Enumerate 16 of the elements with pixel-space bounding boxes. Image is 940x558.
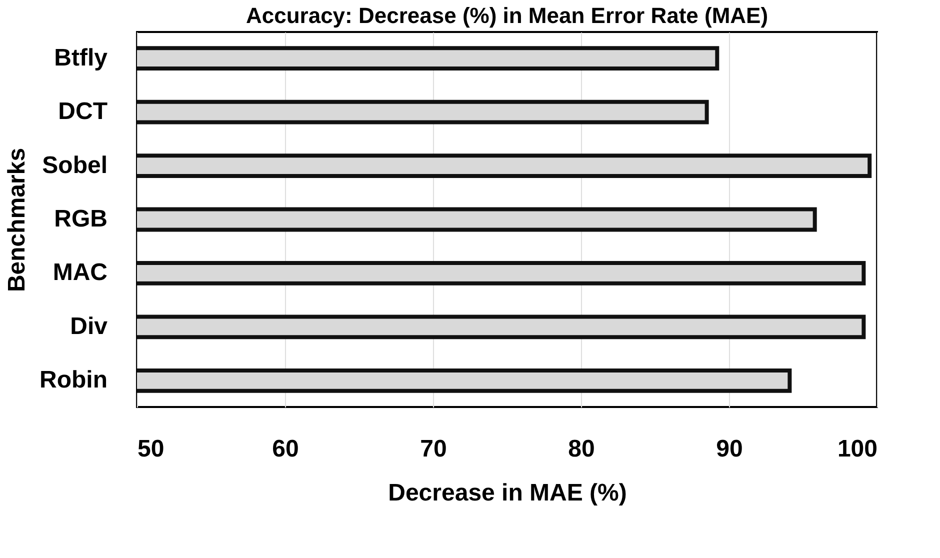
x-tick-label: 100 bbox=[837, 436, 878, 462]
chart-title: Accuracy: Decrease (%) in Mean Error Rate (MAE) bbox=[246, 3, 768, 28]
x-tick-label: 60 bbox=[272, 436, 299, 462]
y-tick-label: MAC bbox=[52, 259, 108, 286]
x-tick-label: 80 bbox=[568, 436, 595, 462]
y-tick-label: Div bbox=[70, 312, 108, 340]
y-tick-label: Btfly bbox=[54, 44, 108, 72]
x-tick-label: 70 bbox=[420, 436, 447, 462]
x-tick-label: 90 bbox=[716, 436, 743, 462]
y-tick-label: RGB bbox=[54, 206, 108, 232]
y-tick-label: DCT bbox=[58, 98, 108, 126]
y-tick-label: Sobel bbox=[42, 152, 108, 179]
x-axis-title: Decrease in MAE (%) bbox=[388, 480, 627, 506]
y-axis-title: Benchmarks bbox=[4, 148, 31, 292]
y-tick-label: Robin bbox=[40, 366, 108, 394]
x-tick-label: 50 bbox=[138, 436, 164, 462]
